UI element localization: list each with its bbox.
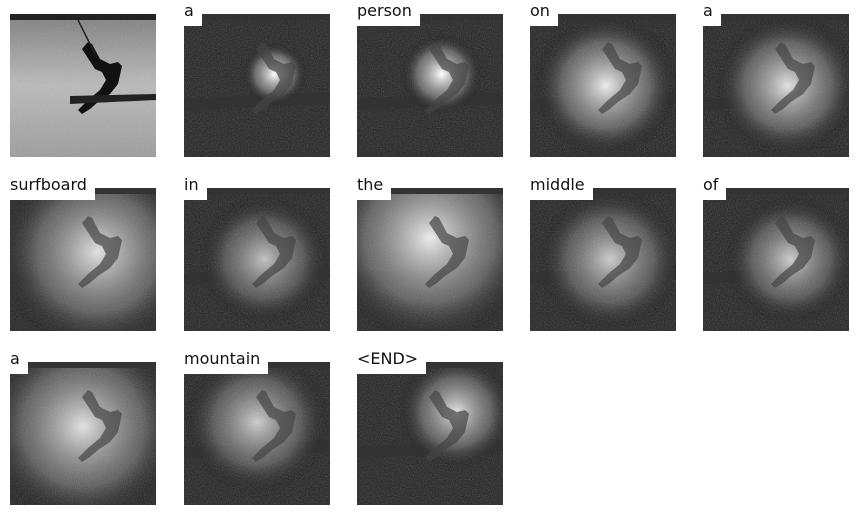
attention-tile: a	[701, 0, 849, 157]
attention-tile: surfboard	[8, 174, 156, 331]
tile-image	[10, 362, 156, 505]
tile-image	[184, 188, 330, 331]
word-label: in	[182, 174, 207, 200]
attention-tile: a	[8, 348, 156, 505]
word-label: a	[182, 0, 202, 26]
attention-tile: on	[528, 0, 676, 157]
attention-tile: mountain	[182, 348, 330, 505]
word-label: on	[528, 0, 558, 26]
attention-tile: in	[182, 174, 330, 331]
tile-image	[703, 188, 849, 331]
attention-tile: of	[701, 174, 849, 331]
attention-tile: person	[355, 0, 503, 157]
tile-image	[530, 188, 676, 331]
tile-image	[10, 188, 156, 331]
word-label: a	[701, 0, 721, 26]
word-label: person	[355, 0, 420, 26]
source-image	[10, 14, 156, 157]
attention-tile: middle	[528, 174, 676, 331]
tile-image	[357, 362, 503, 505]
word-label: a	[8, 348, 28, 374]
word-label: mountain	[182, 348, 269, 374]
attention-tile: a	[182, 0, 330, 157]
word-label: of	[701, 174, 727, 200]
word-label: the	[355, 174, 392, 200]
tile-image	[10, 14, 156, 157]
tile-image	[184, 362, 330, 505]
tile-image	[357, 188, 503, 331]
word-label: surfboard	[8, 174, 95, 200]
tile-image	[184, 14, 330, 157]
attention-tile: <END>	[355, 348, 503, 505]
word-label: middle	[528, 174, 593, 200]
tile-image	[703, 14, 849, 157]
word-label: <END>	[355, 348, 427, 374]
tile-image	[530, 14, 676, 157]
attention-tile: the	[355, 174, 503, 331]
tile-image	[357, 14, 503, 157]
